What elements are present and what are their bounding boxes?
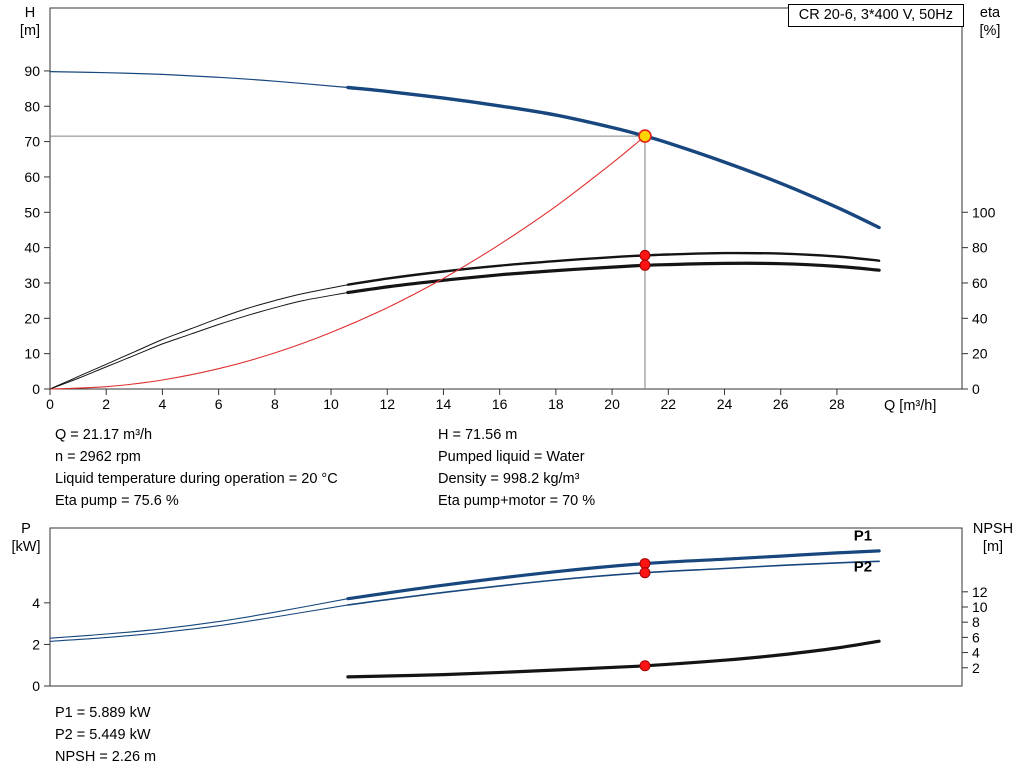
info-q: Q = 21.17 m³/h bbox=[55, 427, 153, 443]
left-tick-label: 70 bbox=[24, 134, 40, 150]
x-tick-label: 16 bbox=[492, 396, 508, 412]
npsh-curve bbox=[346, 639, 881, 679]
p-axis-title-symbol: P bbox=[21, 521, 31, 537]
npsh-axis-title: NPSH [m] bbox=[964, 520, 1022, 556]
right-tick-label: 40 bbox=[972, 310, 988, 326]
eta-pump-curve bbox=[346, 251, 881, 286]
left-tick-label: 4 bbox=[32, 595, 40, 611]
info-head: H = 71.56 m bbox=[438, 427, 518, 443]
p2-curve-label: P2 bbox=[854, 559, 872, 576]
left-tick-label: 50 bbox=[24, 204, 40, 220]
left-tick-label: 90 bbox=[24, 63, 40, 79]
npsh-axis-title-symbol: NPSH bbox=[972, 521, 1014, 537]
info-p2: P2 = 5.449 kW bbox=[55, 727, 151, 743]
p1-curve-thin bbox=[49, 598, 349, 639]
eta-pump-duty-point bbox=[639, 249, 651, 261]
left-tick-label: 60 bbox=[24, 169, 40, 185]
eta-axis-title: eta [%] bbox=[962, 4, 1018, 40]
x-tick-label: 28 bbox=[829, 396, 845, 412]
x-tick-label: 0 bbox=[46, 396, 54, 412]
left-tick-label: 10 bbox=[24, 346, 40, 362]
right-tick-label: 0 bbox=[972, 381, 980, 397]
info-liquid-temperature: Liquid temperature during operation = 20… bbox=[55, 471, 338, 487]
h-axis-title-symbol: H bbox=[24, 5, 36, 21]
npsh-axis-title-unit: [m] bbox=[982, 539, 1004, 555]
info-eta-pump: Eta pump = 75.6 % bbox=[55, 493, 179, 509]
left-tick-label: 30 bbox=[24, 275, 40, 291]
left-tick-label: 80 bbox=[24, 98, 40, 114]
left-tick-label: 20 bbox=[24, 310, 40, 326]
p1-duty-point bbox=[639, 558, 651, 570]
p1-curve-label: P1 bbox=[854, 527, 872, 544]
left-tick-label: 0 bbox=[32, 678, 40, 694]
x-tick-label: 24 bbox=[717, 396, 733, 412]
eta-pump-motor-curve bbox=[346, 261, 881, 295]
p-axis-title: P [kW] bbox=[2, 520, 50, 556]
info-density: Density = 998.2 kg/m³ bbox=[438, 471, 580, 487]
plot-frame bbox=[49, 7, 963, 390]
right-tick-label: 20 bbox=[972, 346, 988, 362]
x-tick-label: 12 bbox=[379, 396, 395, 412]
x-tick-label: 2 bbox=[102, 396, 110, 412]
duty-point bbox=[638, 129, 652, 143]
info-p1: P1 = 5.889 kW bbox=[55, 705, 151, 721]
operating-point-info-col1: Q = 21.17 m³/h n = 2962 rpm Liquid tempe… bbox=[55, 424, 338, 512]
p1-curve bbox=[346, 549, 881, 601]
h-axis-title-unit: [m] bbox=[19, 23, 41, 39]
pump-title: CR 20-6, 3*400 V, 50Hz bbox=[798, 7, 953, 23]
qh-eta-chart: 0 2 4 6 8 10 12 14 16 18 20 22 24 26 28010203040506070… bbox=[24, 7, 996, 412]
right-tick-label: 100 bbox=[972, 204, 996, 220]
p2-duty-point bbox=[639, 567, 651, 579]
info-eta-pump-motor: Eta pump+motor = 70 % bbox=[438, 493, 596, 509]
p-axis-title-unit: [kW] bbox=[11, 539, 41, 555]
p2-curve bbox=[347, 560, 880, 606]
eta-axis-title-unit: [%] bbox=[979, 23, 1001, 39]
head-curve bbox=[346, 85, 881, 230]
right-tick-label: 60 bbox=[972, 275, 988, 291]
npsh-duty-point bbox=[639, 660, 651, 672]
operating-point-info-col2: H = 71.56 m Pumped liquid = Water Densit… bbox=[438, 424, 595, 512]
x-tick-label: 8 bbox=[271, 396, 279, 412]
x-tick-label: 20 bbox=[604, 396, 620, 412]
right-tick-label: 2 bbox=[972, 660, 980, 676]
x-tick-label: 18 bbox=[548, 396, 564, 412]
p2-curve-thin bbox=[49, 604, 349, 642]
eta-pump-curve-thin bbox=[49, 284, 349, 390]
left-tick-label: 0 bbox=[32, 381, 40, 397]
power-npsh-info: P1 = 5.889 kW P2 = 5.449 kW NPSH = 2.26 … bbox=[55, 702, 156, 768]
q-axis-title: Q [m³/h] bbox=[884, 398, 937, 414]
left-tick-label: 2 bbox=[32, 636, 40, 652]
right-tick-label: 80 bbox=[972, 240, 988, 256]
x-tick-label: 26 bbox=[773, 396, 789, 412]
x-tick-label: 6 bbox=[215, 396, 223, 412]
eta-axis-title-symbol: eta bbox=[979, 5, 1001, 21]
info-pumped-liquid: Pumped liquid = Water bbox=[438, 449, 585, 465]
x-tick-label: 10 bbox=[323, 396, 339, 412]
right-tick-label: 12 bbox=[972, 584, 988, 600]
right-tick-label: 10 bbox=[972, 599, 988, 615]
h-axis-title: H [m] bbox=[8, 4, 52, 40]
x-tick-label: 14 bbox=[436, 396, 452, 412]
right-tick-label: 6 bbox=[972, 629, 980, 645]
x-tick-label: 22 bbox=[661, 396, 677, 412]
info-speed: n = 2962 rpm bbox=[55, 449, 141, 465]
x-tick-label: 4 bbox=[159, 396, 167, 412]
left-tick-label: 40 bbox=[24, 240, 40, 256]
eta-pump-motor-duty-point bbox=[639, 259, 651, 271]
info-npsh: NPSH = 2.26 m bbox=[55, 749, 157, 765]
head-curve-thin bbox=[49, 71, 349, 89]
right-tick-label: 8 bbox=[972, 614, 980, 630]
plot-frame bbox=[49, 527, 963, 687]
system-curve bbox=[49, 135, 646, 390]
eta-pump-motor-curve-thin bbox=[49, 292, 349, 390]
pump-title-box: CR 20-6, 3*400 V, 50Hz bbox=[787, 4, 964, 27]
right-tick-label: 4 bbox=[972, 645, 980, 661]
